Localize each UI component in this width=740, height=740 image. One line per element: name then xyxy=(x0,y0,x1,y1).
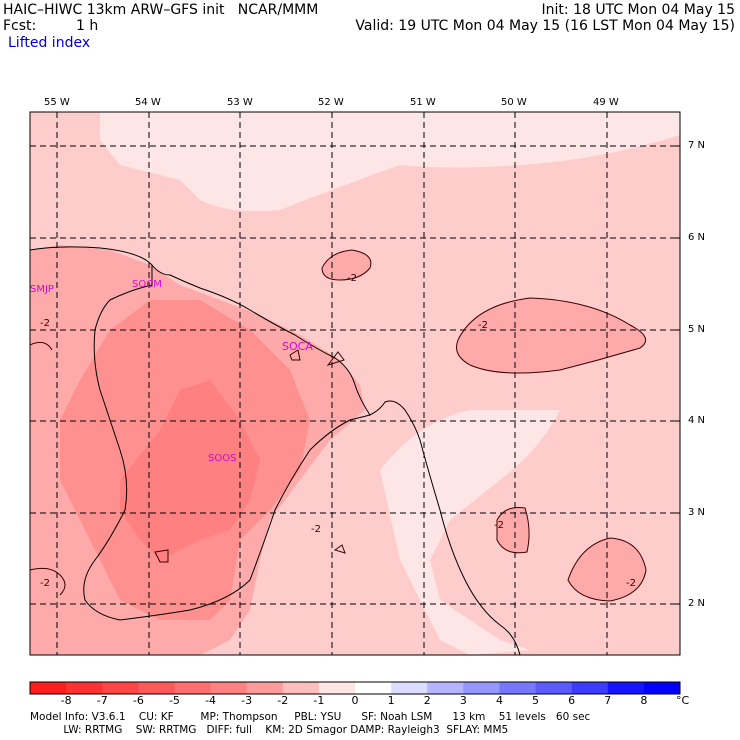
lon-label: 55 W xyxy=(44,97,70,108)
contour-line-west xyxy=(30,341,53,351)
contour-small-2 xyxy=(289,349,301,361)
model-info-line2: LW: RRTMG SW: RRTMG DIFF: full KM: 2D Sm… xyxy=(30,724,509,736)
colorbar-tick-label: 7 xyxy=(604,694,612,707)
colorbar-tick-label: 4 xyxy=(495,694,503,707)
lon-label: 50 W xyxy=(501,97,527,108)
colorbar-swatch xyxy=(427,682,464,694)
contour-label: -2 xyxy=(40,318,50,329)
colorbar-swatch xyxy=(571,682,609,694)
colorbar-swatch xyxy=(355,682,392,694)
colorbar-swatch xyxy=(102,682,139,694)
colorbar-tick-label: 5 xyxy=(532,694,540,707)
field-name: Lifted index xyxy=(8,35,91,51)
colorbar-swatch xyxy=(210,682,248,694)
colorbar-tick-label: -4 xyxy=(205,694,217,707)
colorbar-swatch xyxy=(535,682,573,694)
contour-label: -2 xyxy=(494,520,504,531)
valid-time: Valid: 19 UTC Mon 04 May 15 (16 LST Mon … xyxy=(355,18,735,34)
colorbar-swatch xyxy=(30,682,67,694)
colorbar-tick-label: -2 xyxy=(277,694,289,707)
init-time: Init: 18 UTC Mon 04 May 15 xyxy=(541,2,735,18)
contour-blob-mid xyxy=(496,507,530,554)
station-label: SOCA xyxy=(282,340,313,353)
colorbar-frame xyxy=(29,681,681,695)
lon-label: 51 W xyxy=(410,97,436,108)
contour-small-1 xyxy=(154,549,169,563)
lon-label: 49 W xyxy=(593,97,619,108)
station-label: SMJP xyxy=(30,284,54,295)
contour-label: -2 xyxy=(347,273,357,284)
colorbar-tick-label: 0 xyxy=(351,694,359,707)
colorbar-tick-label: -1 xyxy=(313,694,325,707)
colorbar-tick-label: -5 xyxy=(168,694,180,707)
lat-label: 6 N xyxy=(688,232,706,243)
colorbar-swatch xyxy=(318,682,356,694)
contour-label: -2 xyxy=(478,320,488,331)
contour-blob-north xyxy=(321,249,372,281)
colorbar-tick-label: 1 xyxy=(387,694,395,707)
colorbar-tick-label: -8 xyxy=(60,694,72,707)
colorbar-swatch xyxy=(607,682,645,694)
contour-line-southwest xyxy=(30,567,66,596)
colorbar-tick-label: 6 xyxy=(568,694,576,707)
colorbar-swatch xyxy=(643,682,681,694)
colorbar-tick-label: 8 xyxy=(640,694,648,707)
colorbar-tick-label: -3 xyxy=(241,694,253,707)
coastline xyxy=(30,246,521,655)
colorbar-swatch xyxy=(138,682,175,694)
lat-label: 5 N xyxy=(688,324,706,335)
station-label: SOCM xyxy=(132,279,162,290)
colorbar-swatch xyxy=(499,682,537,694)
graticule xyxy=(30,112,680,655)
colorbar-swatch xyxy=(246,682,284,694)
lon-label: 52 W xyxy=(318,97,344,108)
lat-label: 3 N xyxy=(688,507,706,518)
lat-label: 7 N xyxy=(688,140,706,151)
field-deep-core-2 xyxy=(120,380,260,560)
contour-blob-east xyxy=(456,297,647,374)
colorbar-swatch xyxy=(66,682,103,694)
model-info-line1: Model Info: V3.6.1 CU: KF MP: Thompson P… xyxy=(30,711,591,723)
contour-small-3 xyxy=(326,351,345,366)
contour-label: -2 xyxy=(311,524,321,535)
colorbar-swatch xyxy=(282,682,320,694)
border-line-west xyxy=(83,265,371,621)
colorbar-swatch xyxy=(463,682,500,694)
lat-label: 2 N xyxy=(688,598,706,609)
field-light-south xyxy=(380,410,560,655)
colorbar-tick-label: 2 xyxy=(423,694,431,707)
colorbar-tick-label: -6 xyxy=(132,694,144,707)
contour-label: -2 xyxy=(40,578,50,589)
forecast-label: Fcst: xyxy=(3,18,37,34)
colorbar-swatch xyxy=(174,682,212,694)
map-title: HAIC–HIWC 13km ARW–GFS init NCAR/MMM xyxy=(3,2,319,18)
lon-label: 53 W xyxy=(227,97,253,108)
field-light-north xyxy=(100,112,680,212)
lat-label: 4 N xyxy=(688,415,706,426)
colorbar-tick-label: 3 xyxy=(459,694,467,707)
station-label: SOOS xyxy=(208,453,237,464)
colorbar-swatch xyxy=(391,682,428,694)
lon-label: 54 W xyxy=(135,97,161,108)
contour-small-4 xyxy=(333,544,346,554)
colorbar xyxy=(29,681,681,695)
contour-blob-southeast xyxy=(567,537,647,602)
contour-label: -2 xyxy=(626,578,636,589)
colorbar-tick-label: -7 xyxy=(96,694,108,707)
map-frame xyxy=(29,111,681,656)
forecast-hour: 1 h xyxy=(76,18,99,34)
colorbar-unit: °C xyxy=(676,694,690,707)
